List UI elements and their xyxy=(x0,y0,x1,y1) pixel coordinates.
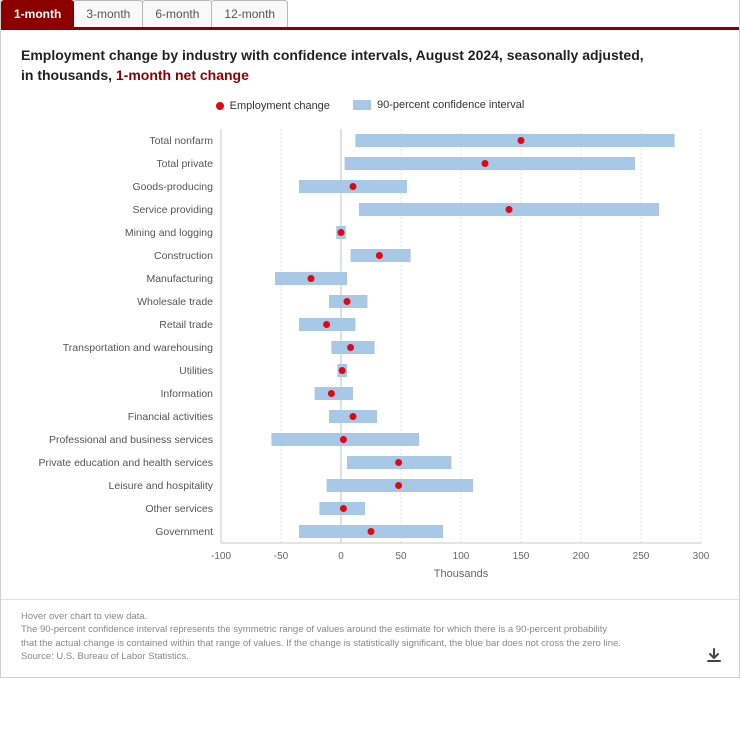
svg-text:-100: -100 xyxy=(211,551,231,562)
data-point[interactable] xyxy=(340,505,347,512)
ci-bar[interactable] xyxy=(345,157,635,170)
svg-text:-50: -50 xyxy=(274,551,289,562)
legend-point-label: Employment change xyxy=(230,100,330,112)
tab-12-month[interactable]: 12-month xyxy=(211,0,288,27)
category-label: Leisure and hospitality xyxy=(109,480,214,492)
circle-icon xyxy=(216,102,224,110)
svg-text:200: 200 xyxy=(573,551,590,562)
category-label: Construction xyxy=(154,250,213,262)
chart-title: Employment change by industry with confi… xyxy=(21,46,719,85)
title-line-2-pre: in thousands, xyxy=(21,67,116,83)
category-label: Other services xyxy=(145,503,213,515)
data-point[interactable] xyxy=(347,344,354,351)
category-label: Manufacturing xyxy=(146,273,213,285)
category-label: Professional and business services xyxy=(49,434,213,446)
data-point[interactable] xyxy=(308,275,315,282)
category-label: Private education and health services xyxy=(38,457,213,469)
svg-text:50: 50 xyxy=(395,551,407,562)
chart-footer: Hover over chart to view data. The 90-pe… xyxy=(1,599,739,677)
download-icon[interactable] xyxy=(705,647,723,665)
svg-text:300: 300 xyxy=(693,551,710,562)
svg-text:100: 100 xyxy=(453,551,470,562)
footer-line-4: Source: U.S. Bureau of Labor Statistics. xyxy=(21,650,719,663)
legend-item-bar: 90-percent confidence interval xyxy=(353,99,524,111)
data-point[interactable] xyxy=(339,367,346,374)
category-label: Financial activities xyxy=(128,411,213,423)
chart-svg[interactable]: -100 -50 0 50 100 150 200 250 300 Thousands Total … xyxy=(21,121,721,589)
category-label: Mining and logging xyxy=(125,227,213,239)
period-tabs: 1-month3-month6-month12-month xyxy=(1,0,739,30)
data-point[interactable] xyxy=(340,436,347,443)
data-point[interactable] xyxy=(328,390,335,397)
legend-bar-label: 90-percent confidence interval xyxy=(377,99,524,111)
category-label: Total private xyxy=(156,158,213,170)
data-point[interactable] xyxy=(395,459,402,466)
data-point[interactable] xyxy=(350,413,357,420)
category-label: Utilities xyxy=(179,365,213,377)
legend: Employment change 90-percent confidence … xyxy=(21,99,719,113)
tab-6-month[interactable]: 6-month xyxy=(142,0,212,27)
data-point[interactable] xyxy=(395,482,402,489)
data-point[interactable] xyxy=(338,229,345,236)
category-label: Retail trade xyxy=(159,319,213,331)
footer-line-1: Hover over chart to view data. xyxy=(21,610,719,623)
category-label: Transportation and warehousing xyxy=(63,342,213,354)
tab-3-month[interactable]: 3-month xyxy=(73,0,143,27)
tab-1-month[interactable]: 1-month xyxy=(1,0,74,27)
bar-icon xyxy=(353,100,371,110)
ci-bar[interactable] xyxy=(355,134,674,147)
title-line-2-accent: 1-month net change xyxy=(116,67,249,83)
data-point[interactable] xyxy=(482,160,489,167)
chart-area: Employment change by industry with confi… xyxy=(1,30,739,599)
category-label: Total nonfarm xyxy=(149,135,213,147)
category-label: Information xyxy=(160,388,213,400)
svg-text:Thousands: Thousands xyxy=(434,568,489,580)
title-line-1: Employment change by industry with confi… xyxy=(21,47,644,63)
category-label: Wholesale trade xyxy=(137,296,213,308)
data-point[interactable] xyxy=(368,528,375,535)
footer-line-3: that the actual change is contained with… xyxy=(21,637,719,650)
data-point[interactable] xyxy=(323,321,330,328)
chart-panel: 1-month3-month6-month12-month Employment… xyxy=(0,0,740,678)
data-point[interactable] xyxy=(518,137,525,144)
data-point[interactable] xyxy=(376,252,383,259)
category-label: Service providing xyxy=(132,204,213,216)
data-point[interactable] xyxy=(344,298,351,305)
category-label: Government xyxy=(155,526,213,538)
svg-text:250: 250 xyxy=(633,551,650,562)
legend-item-point: Employment change xyxy=(216,100,330,112)
category-label: Goods-producing xyxy=(132,181,213,193)
svg-text:150: 150 xyxy=(513,551,530,562)
data-point[interactable] xyxy=(506,206,513,213)
footer-line-2: The 90-percent confidence interval repre… xyxy=(21,623,719,636)
data-point[interactable] xyxy=(350,183,357,190)
svg-text:0: 0 xyxy=(338,551,344,562)
